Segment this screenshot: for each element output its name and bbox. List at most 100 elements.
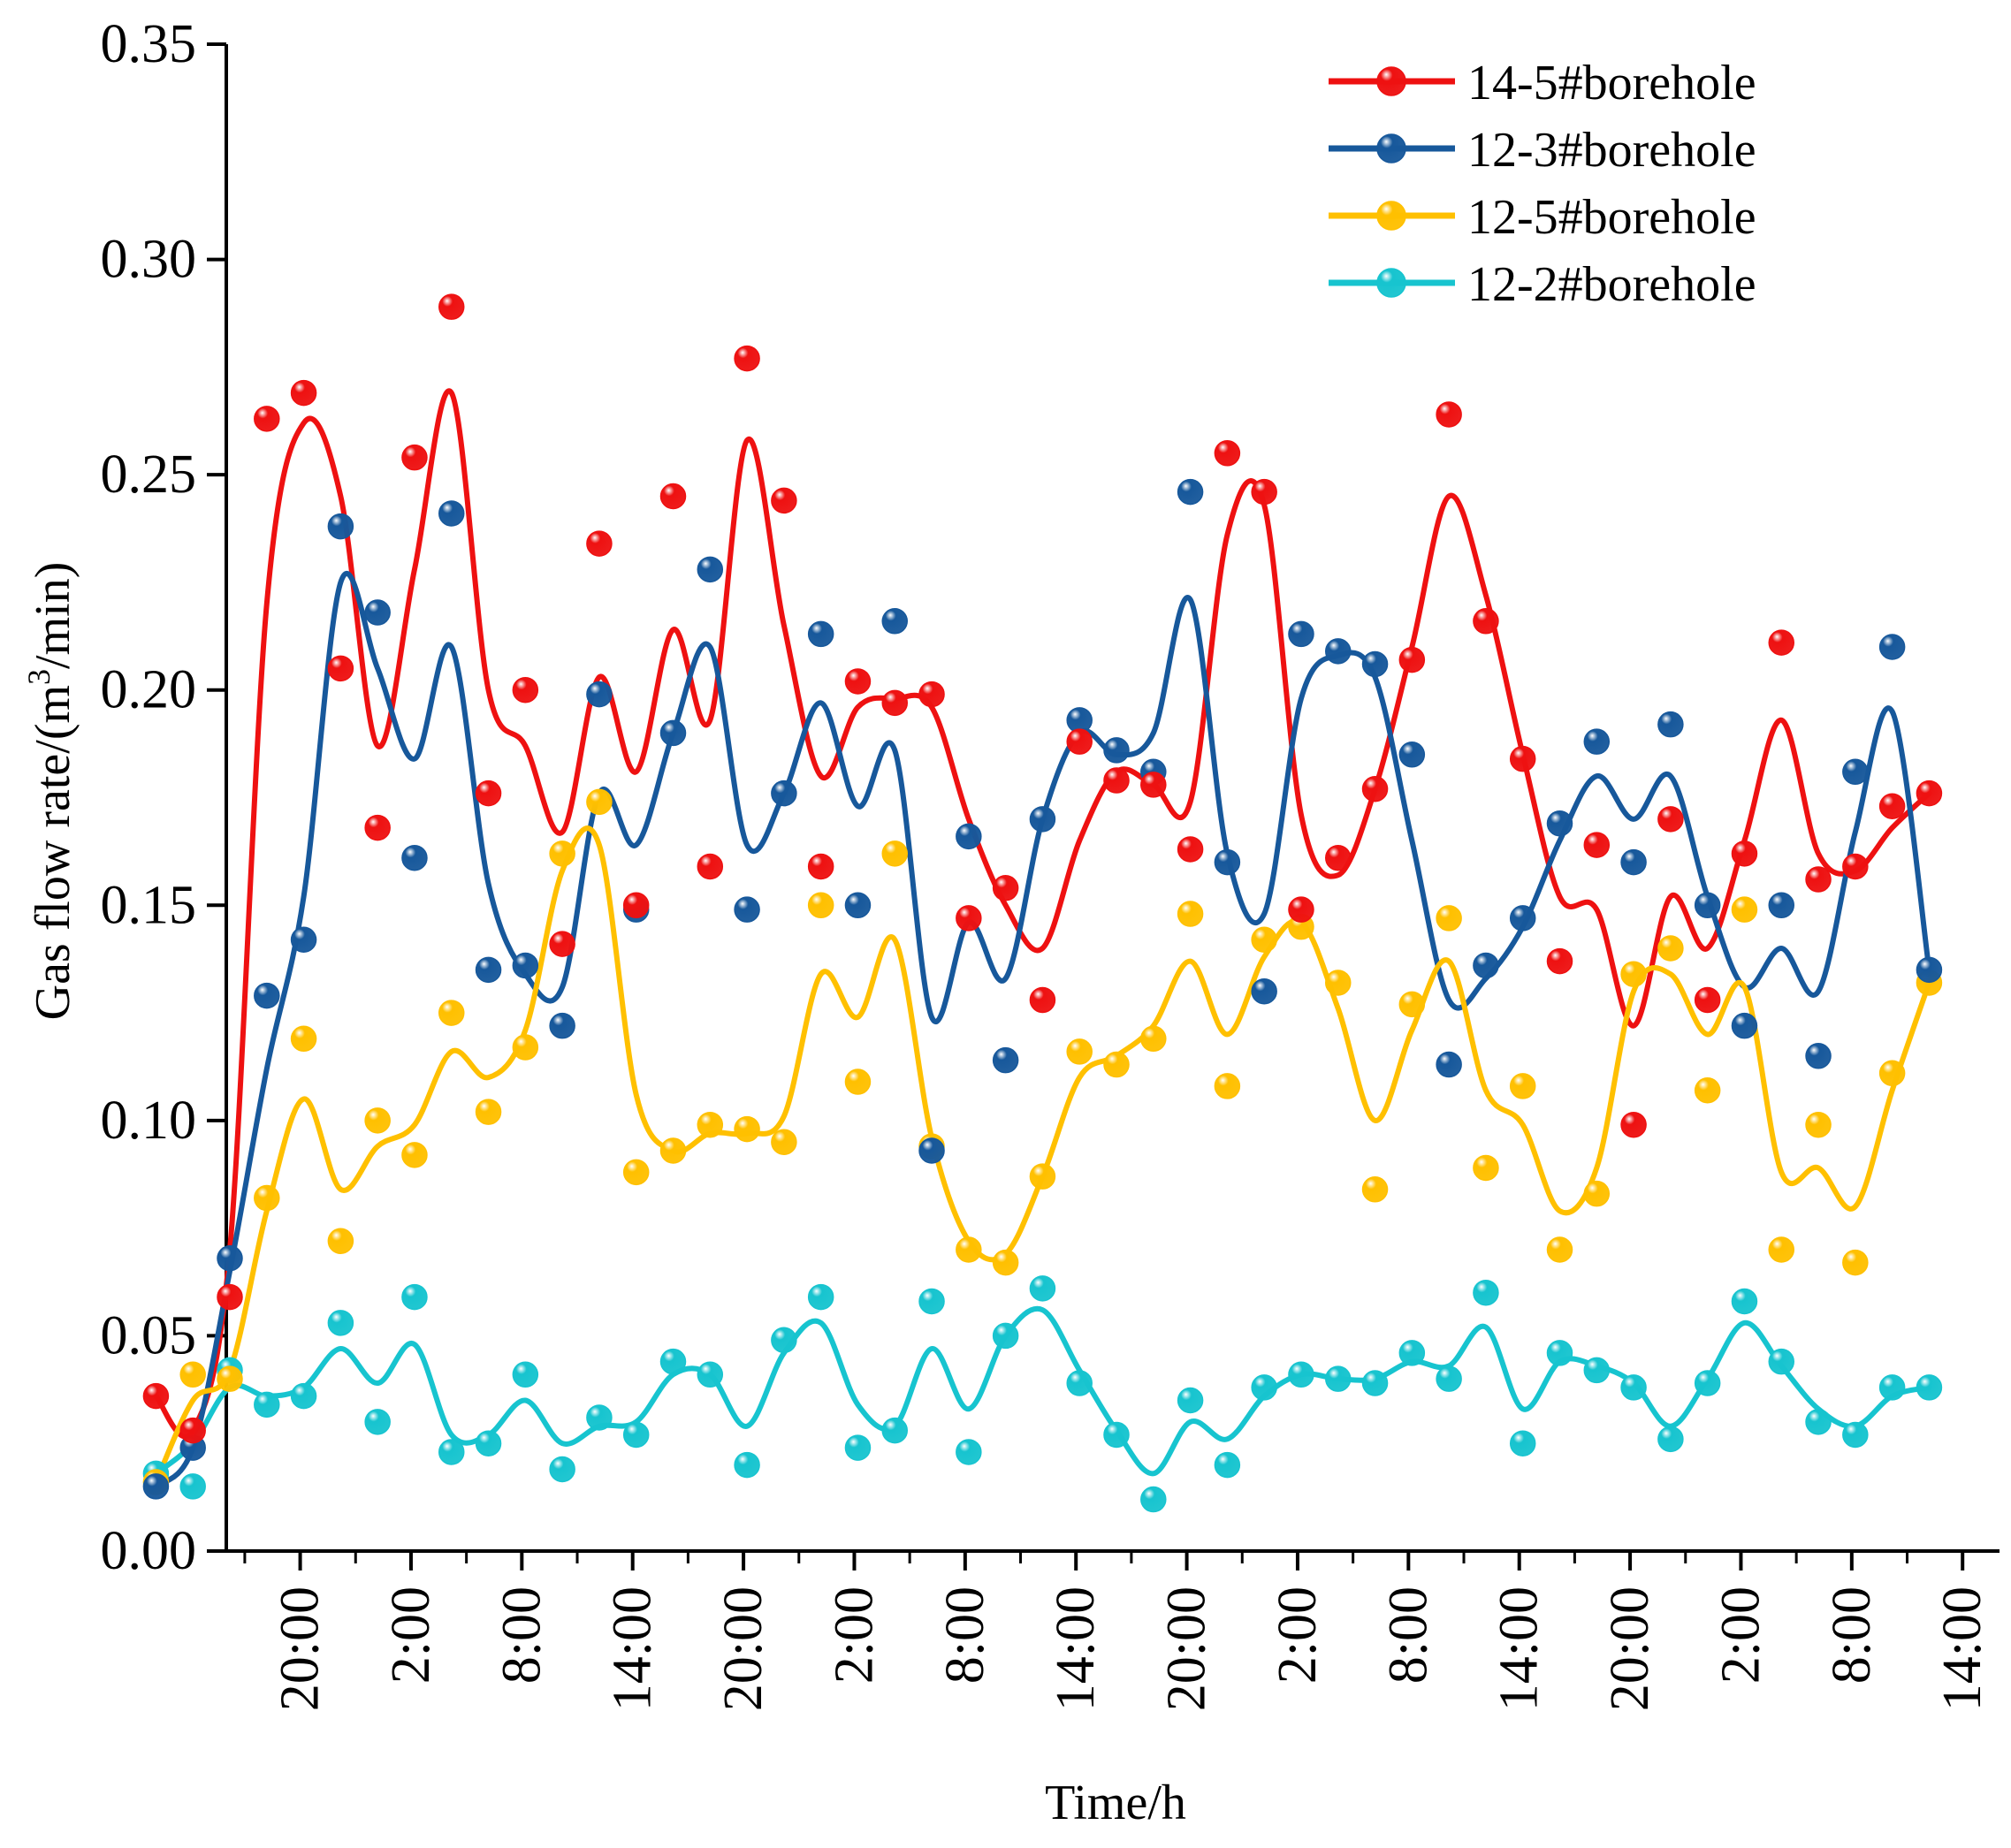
data-point-12-3#borehole xyxy=(1214,848,1241,876)
data-point-14-5#borehole xyxy=(1916,780,1943,807)
data-point-12-2#borehole xyxy=(475,1430,502,1456)
series-points xyxy=(142,293,1943,1513)
data-point-12-5#borehole xyxy=(549,840,575,867)
data-point-12-5#borehole xyxy=(1066,1038,1093,1065)
data-point-12-3#borehole xyxy=(659,719,687,747)
data-point-12-2#borehole xyxy=(1177,1387,1204,1414)
data-point-12-3#borehole xyxy=(771,780,797,807)
data-point-12-5#borehole xyxy=(586,788,613,816)
data-point-12-3#borehole xyxy=(1842,758,1869,786)
data-point-14-5#borehole xyxy=(1583,832,1611,858)
data-point-12-5#borehole xyxy=(771,1129,797,1155)
data-point-12-2#borehole xyxy=(807,1283,834,1311)
data-point-14-5#borehole xyxy=(1657,806,1684,833)
y-tick-label: 0.20 xyxy=(101,660,197,720)
data-point-14-5#borehole xyxy=(992,875,1019,901)
data-point-12-2#borehole xyxy=(1436,1365,1462,1392)
data-point-14-5#borehole xyxy=(475,780,502,807)
data-point-12-3#borehole xyxy=(918,1137,945,1164)
x-tick-label: 2:00 xyxy=(381,1586,441,1684)
data-point-12-2#borehole xyxy=(1251,1374,1277,1401)
data-point-14-5#borehole xyxy=(1436,401,1462,428)
data-point-12-3#borehole xyxy=(1768,892,1794,919)
data-point-12-3#borehole xyxy=(1509,905,1536,932)
data-point-12-5#borehole xyxy=(1325,970,1352,996)
data-point-12-5#borehole xyxy=(807,892,834,919)
x-tick-label: 2:00 xyxy=(824,1586,884,1684)
data-point-12-5#borehole xyxy=(1214,1073,1241,1099)
data-point-12-3#borehole xyxy=(1657,711,1684,738)
data-point-12-5#borehole xyxy=(1805,1111,1832,1138)
data-point-12-5#borehole xyxy=(1620,961,1647,987)
x-tick-label: 8:00 xyxy=(1822,1586,1882,1684)
data-point-12-3#borehole xyxy=(1694,892,1721,919)
data-point-14-5#borehole xyxy=(1140,772,1167,798)
data-point-14-5#borehole xyxy=(1177,836,1204,863)
x-tick-label: 20:00 xyxy=(713,1586,773,1711)
data-point-12-5#borehole xyxy=(179,1361,206,1388)
data-point-14-5#borehole xyxy=(1546,947,1573,975)
x-axis-title: Time/h xyxy=(1045,1776,1186,1830)
data-point-12-2#borehole xyxy=(734,1451,760,1479)
data-point-14-5#borehole xyxy=(771,487,797,514)
data-point-12-3#borehole xyxy=(734,896,760,923)
data-point-12-2#borehole xyxy=(1805,1409,1832,1435)
data-point-14-5#borehole xyxy=(401,444,428,471)
data-point-12-2#borehole xyxy=(844,1434,872,1461)
data-point-12-5#borehole xyxy=(290,1025,317,1053)
data-point-12-2#borehole xyxy=(290,1382,317,1410)
data-point-12-3#borehole xyxy=(1288,620,1314,648)
data-point-14-5#borehole xyxy=(1805,866,1832,893)
data-point-12-2#borehole xyxy=(1916,1374,1943,1401)
data-point-12-3#borehole xyxy=(142,1473,170,1500)
data-point-12-5#borehole xyxy=(1473,1154,1499,1182)
data-point-14-5#borehole xyxy=(1768,629,1794,656)
data-point-12-5#borehole xyxy=(512,1034,539,1061)
data-point-14-5#borehole xyxy=(1029,986,1056,1014)
data-point-12-3#borehole xyxy=(1325,638,1352,665)
data-point-14-5#borehole xyxy=(549,931,575,957)
data-point-14-5#borehole xyxy=(1103,767,1130,794)
data-point-14-5#borehole xyxy=(327,655,354,682)
data-point-12-2#borehole xyxy=(512,1361,539,1388)
legend-marker xyxy=(1376,133,1406,164)
series-line-12-3#borehole xyxy=(153,571,1932,1489)
data-point-14-5#borehole xyxy=(622,892,650,919)
data-point-14-5#borehole xyxy=(290,379,317,407)
data-point-12-3#borehole xyxy=(217,1244,243,1272)
data-point-12-2#borehole xyxy=(697,1361,724,1388)
data-point-12-3#borehole xyxy=(1029,806,1056,833)
y-tick-label: 0.35 xyxy=(101,14,197,74)
data-point-14-5#borehole xyxy=(918,681,945,708)
data-point-14-5#borehole xyxy=(438,293,465,320)
x-tick-label: 8:00 xyxy=(935,1586,995,1684)
y-tick-label: 0.15 xyxy=(101,875,197,935)
data-point-14-5#borehole xyxy=(1731,840,1758,867)
data-point-12-3#borehole xyxy=(549,1012,575,1039)
data-point-12-5#borehole xyxy=(1436,905,1462,932)
data-point-12-3#borehole xyxy=(1583,728,1611,755)
data-point-12-3#borehole xyxy=(1731,1012,1758,1039)
data-point-12-2#borehole xyxy=(659,1348,687,1375)
data-point-14-5#borehole xyxy=(254,406,280,432)
data-point-14-5#borehole xyxy=(217,1283,243,1311)
data-point-12-3#borehole xyxy=(1103,737,1130,764)
data-point-14-5#borehole xyxy=(1251,478,1277,506)
data-point-14-5#borehole xyxy=(1398,646,1426,673)
x-tick-label: 2:00 xyxy=(1268,1586,1328,1684)
data-point-12-5#borehole xyxy=(364,1107,391,1134)
data-point-12-5#borehole xyxy=(327,1228,354,1255)
legend-marker xyxy=(1376,268,1406,298)
data-point-12-5#borehole xyxy=(1177,901,1204,927)
data-point-14-5#borehole xyxy=(142,1382,170,1410)
data-point-14-5#borehole xyxy=(512,676,539,703)
x-tick-label: 14:00 xyxy=(603,1586,663,1711)
data-point-14-5#borehole xyxy=(844,668,872,695)
legend-label: 12-3#borehole xyxy=(1467,123,1756,178)
data-point-14-5#borehole xyxy=(1878,793,1906,819)
data-point-12-5#borehole xyxy=(1103,1051,1130,1078)
data-point-12-5#borehole xyxy=(438,1000,465,1026)
y-axis-title: Gas flow rate/(m3/min) xyxy=(21,562,80,1021)
x-tick-label: 8:00 xyxy=(1378,1586,1438,1684)
data-point-12-2#borehole xyxy=(956,1439,982,1465)
